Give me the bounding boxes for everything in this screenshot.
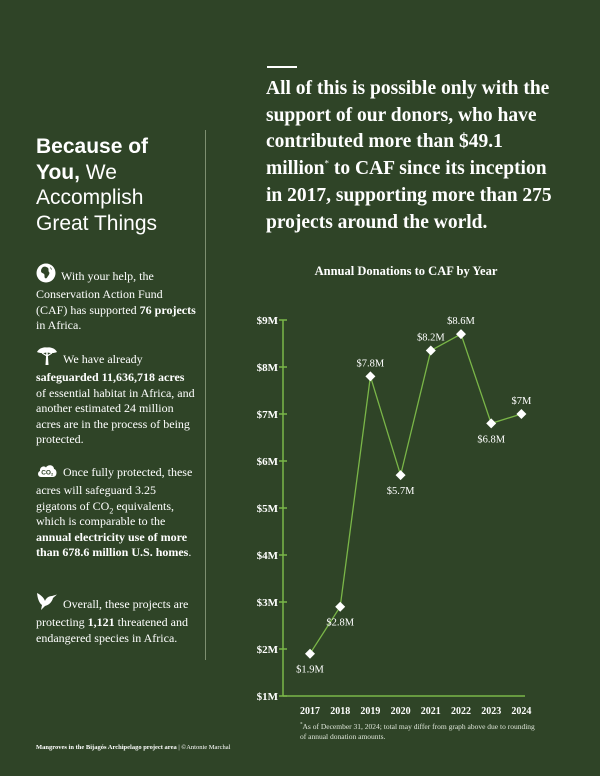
x-tick-label: 2017 [300,706,320,717]
x-tick-label: 2024 [511,706,531,717]
data-point [425,345,436,356]
y-tick-label: $6M [257,456,279,468]
svg-text:2: 2 [51,472,54,477]
data-point [456,329,466,340]
y-tick-label: $9M [257,315,279,327]
acacia-tree-icon [36,346,58,370]
y-tick-label: $4M [257,550,279,562]
co2-cloud-icon: CO 2 [36,461,58,483]
x-tick-label: 2022 [451,706,471,717]
data-label: $7M [511,396,532,407]
paragraph-species: Overall, these projects are protecting 1… [36,591,196,646]
photo-caption: Mangroves in the Bijagós Archipelago pro… [36,744,231,751]
data-point [486,418,497,429]
bird-icon [36,591,58,615]
quote-footnote-mark: * [324,158,330,169]
chart-title: Annual Donations to CAF by Year [314,264,498,278]
data-point [335,601,346,612]
y-tick-label: $2M [257,644,279,656]
data-label: $8.6M [447,316,475,327]
data-label: $7.8M [357,358,385,369]
data-label: $1.9M [296,665,324,676]
svg-text:CO: CO [41,470,51,477]
quote-rule [267,66,297,68]
y-tick-label: $8M [257,362,279,374]
x-tick-label: 2019 [360,706,380,717]
donor-quote: All of this is possible only with the su… [266,78,552,233]
paragraph-projects: With your help, the Conservation Action … [36,263,196,334]
y-tick-label: $3M [257,597,279,609]
x-tick-label: 2020 [391,706,411,717]
x-tick-label: 2023 [481,706,501,717]
y-tick-label: $1M [257,691,279,703]
data-point [365,371,376,382]
column-divider [205,130,206,660]
chart-footnote: *As of December 31, 2024; total may diff… [300,722,535,741]
page-heading: Because of You, We Accomplish Great Thin… [36,135,158,235]
paragraph-carbon: CO 2 Once fully protected, these acres w… [36,461,196,560]
paragraph-acres: We have already safeguarded 11,636,718 a… [36,346,196,447]
data-label: $5.7M [387,486,415,497]
series-line [309,333,522,655]
data-point [516,409,527,419]
x-tick-label: 2018 [330,706,350,717]
globe-africa-icon [36,263,56,287]
donations-chart: $1M $2M $3M $4M $5M $6M $7M $8M $9M 2017 2018 2019 2… [257,315,532,717]
y-tick-label: $5M [257,503,279,515]
y-tick-label: $7M [257,409,279,421]
data-label: $2.8M [326,618,354,629]
data-point [305,648,315,659]
data-point [395,470,406,481]
data-label: $8.2M [417,333,445,344]
x-tick-label: 2021 [421,706,441,717]
data-label: $6.8M [477,434,505,445]
